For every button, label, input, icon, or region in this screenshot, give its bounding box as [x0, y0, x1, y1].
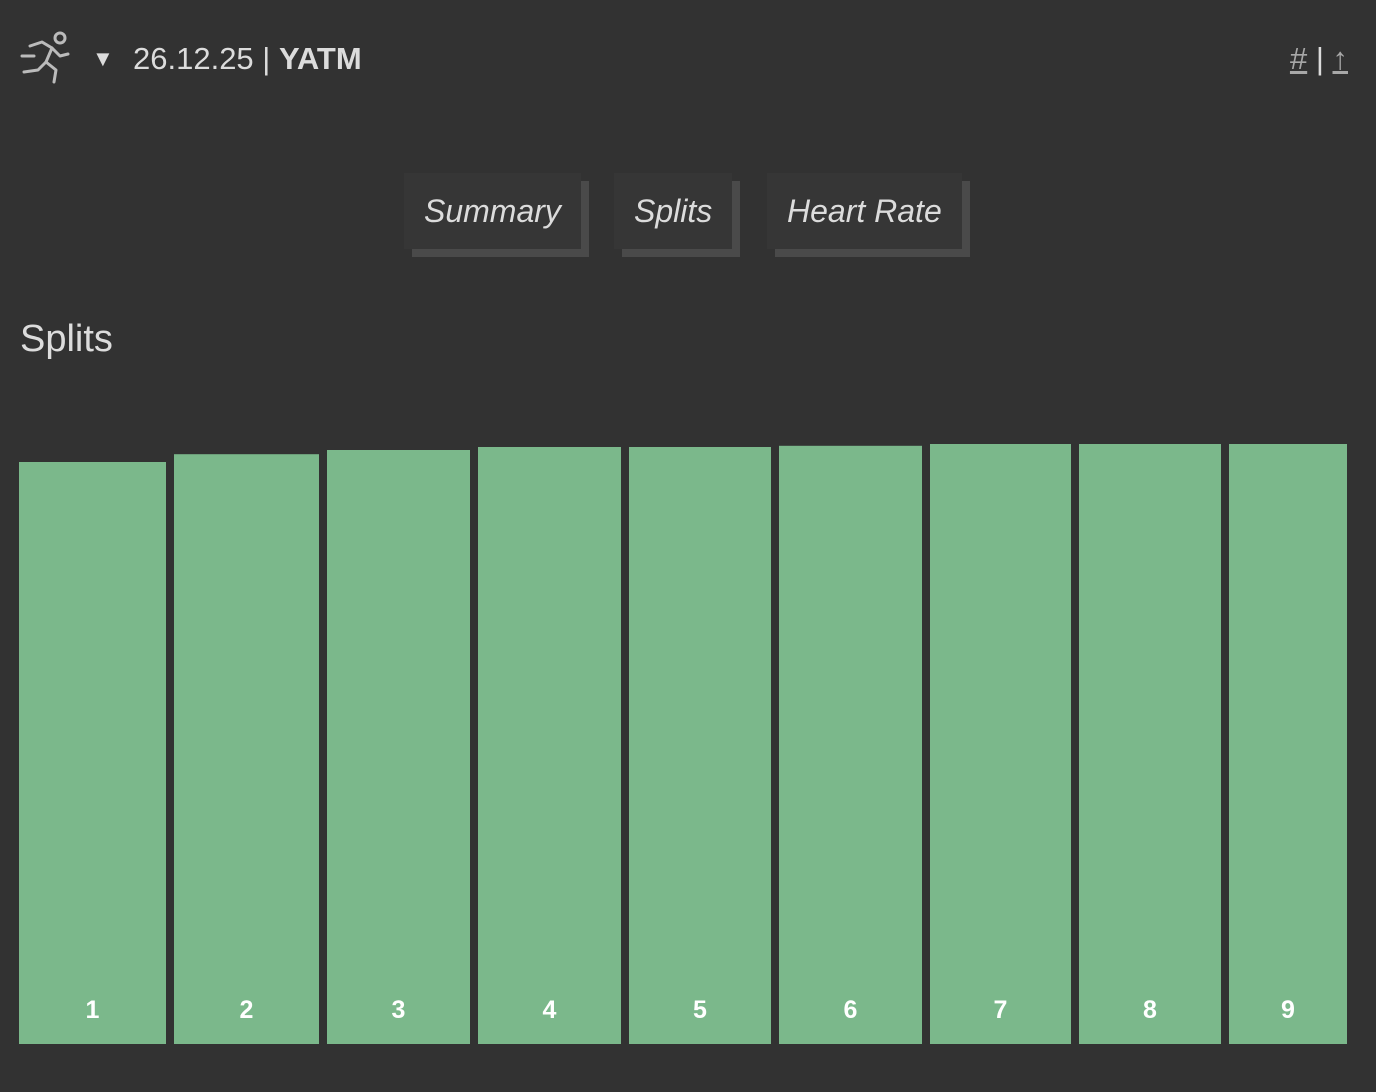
bar-label: 6 — [844, 996, 858, 1024]
bar — [629, 447, 771, 1044]
bar-label: 7 — [994, 996, 1008, 1024]
top-link[interactable]: ↑ — [1332, 41, 1349, 76]
runner-icon — [20, 31, 70, 84]
tab[interactable]: Splits — [614, 173, 733, 249]
bar-label: 3 — [392, 996, 406, 1024]
name: YATM — [278, 41, 362, 76]
section-title: Splits — [20, 318, 113, 360]
date: 26.12.25 — [133, 41, 254, 76]
bar-label: 5 — [693, 996, 707, 1024]
links: # | ↑ — [1290, 38, 1348, 80]
bar — [779, 445, 922, 1044]
bar — [930, 444, 1071, 1044]
bar — [19, 462, 166, 1044]
separator: | — [262, 41, 271, 76]
bar — [478, 447, 621, 1044]
tab[interactable]: Summary — [404, 173, 581, 249]
bar-label: 9 — [1281, 996, 1295, 1024]
link-separator: | — [1315, 41, 1324, 76]
bar-label: 8 — [1143, 996, 1157, 1024]
bar-label: 1 — [86, 996, 100, 1024]
toggle[interactable]: ▼ — [92, 46, 114, 71]
bar-label: 4 — [543, 996, 557, 1024]
title: 26.12.25 | YATM — [133, 38, 362, 80]
bar — [1229, 444, 1347, 1044]
tab[interactable]: Heart Rate — [767, 173, 962, 249]
bar — [1079, 444, 1221, 1044]
bar-label: 2 — [240, 996, 254, 1024]
bar — [327, 450, 470, 1044]
anchor-link[interactable]: # — [1289, 41, 1308, 76]
bar — [174, 454, 319, 1044]
